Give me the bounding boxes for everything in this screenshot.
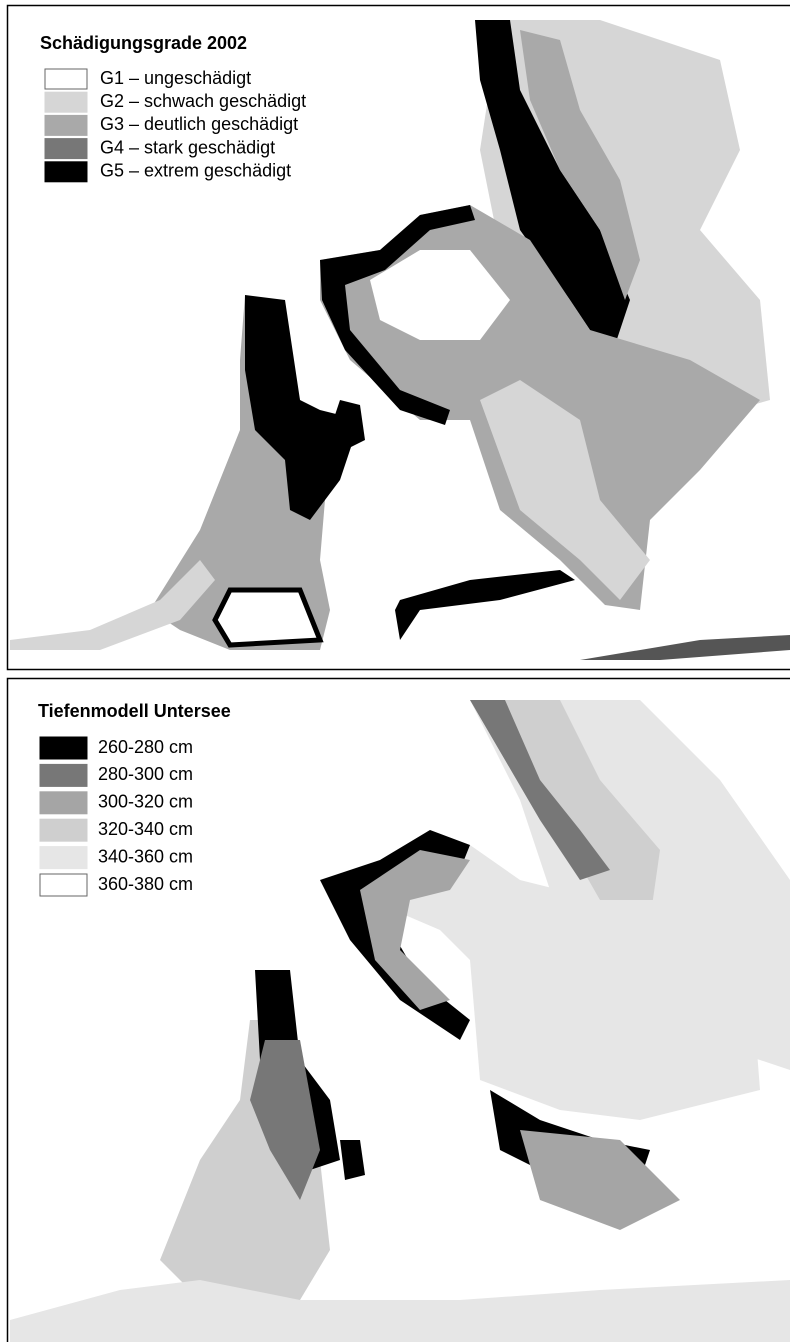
map-figure: Schädigungsgrade 2002 G1 – ungeschädigt G2… (0, 0, 790, 1342)
legend-swatch (45, 115, 87, 135)
legend-swatch (40, 764, 87, 786)
legend-swatch (40, 874, 87, 896)
panel-title: Tiefenmodell Untersee (38, 701, 231, 721)
legend-label: G2 – schwach geschädigt (100, 91, 306, 111)
legend-swatch (40, 819, 87, 841)
legend-label: G5 – extrem geschädigt (100, 161, 291, 181)
legend-swatch (45, 69, 87, 89)
legend-swatch (40, 847, 87, 869)
legend-label: G4 – stark geschädigt (100, 137, 275, 157)
legend-label: G1 – ungeschädigt (100, 68, 251, 88)
legend-swatch (40, 737, 87, 759)
legend-swatch (40, 792, 87, 814)
legend-label: 260-280 cm (98, 737, 193, 757)
legend-swatch (45, 92, 87, 112)
legend-swatch (45, 162, 87, 182)
legend-label: 360-380 cm (98, 874, 193, 894)
legend-label: 320-340 cm (98, 819, 193, 839)
legend-label: 340-360 cm (98, 846, 193, 866)
page: {"panels": [ {"title": "Schädigungsgrade… (0, 0, 790, 1342)
legend-label: G3 – deutlich geschädigt (100, 114, 298, 134)
panel-title: Schädigungsgrade 2002 (40, 33, 247, 53)
legend-label: 280-300 cm (98, 764, 193, 784)
legend-label: 300-320 cm (98, 792, 193, 812)
legend-swatch (45, 139, 87, 159)
zone-g1 (215, 590, 320, 645)
